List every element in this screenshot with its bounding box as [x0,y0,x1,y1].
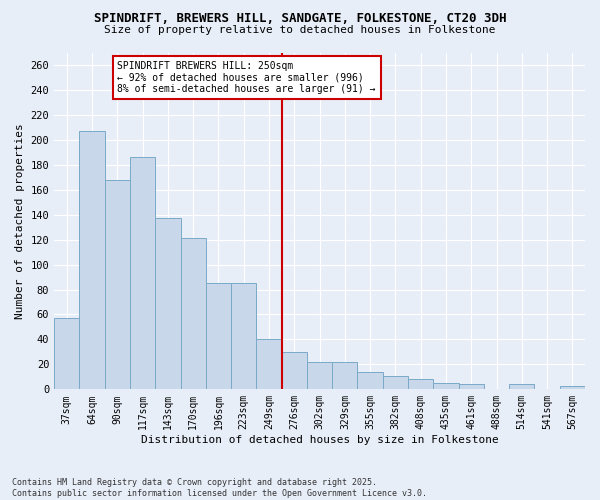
Bar [231,284,256,390]
Bar [130,158,155,390]
Bar [332,362,358,390]
Bar [383,376,408,390]
Y-axis label: Number of detached properties: Number of detached properties [15,123,25,319]
Bar [358,372,383,390]
Bar [433,383,458,390]
X-axis label: Distribution of detached houses by size in Folkestone: Distribution of detached houses by size … [141,435,499,445]
Bar [79,131,105,390]
Bar [181,238,206,390]
Bar [155,218,181,390]
Bar [281,352,307,390]
Bar [560,386,585,390]
Bar [256,340,281,390]
Text: Size of property relative to detached houses in Folkestone: Size of property relative to detached ho… [104,25,496,35]
Text: SPINDRIFT BREWERS HILL: 250sqm
← 92% of detached houses are smaller (996)
8% of : SPINDRIFT BREWERS HILL: 250sqm ← 92% of … [118,61,376,94]
Text: Contains HM Land Registry data © Crown copyright and database right 2025.
Contai: Contains HM Land Registry data © Crown c… [12,478,427,498]
Bar [54,318,79,390]
Bar [458,384,484,390]
Bar [206,284,231,390]
Text: SPINDRIFT, BREWERS HILL, SANDGATE, FOLKESTONE, CT20 3DH: SPINDRIFT, BREWERS HILL, SANDGATE, FOLKE… [94,12,506,26]
Bar [509,384,535,390]
Bar [408,380,433,390]
Bar [307,362,332,390]
Bar [105,180,130,390]
